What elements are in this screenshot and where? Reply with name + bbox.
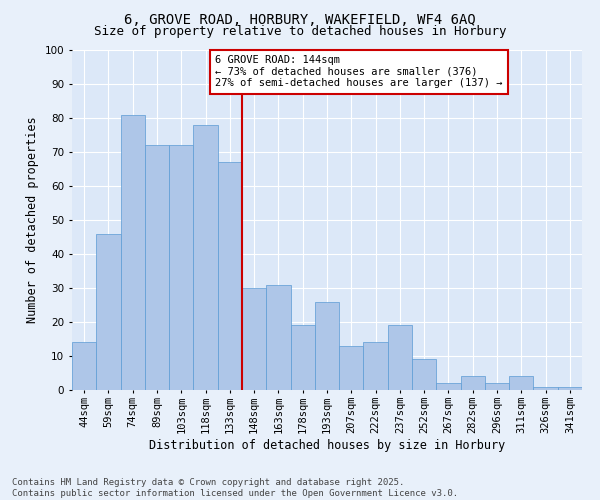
Bar — [121, 114, 145, 390]
Bar — [412, 360, 436, 390]
Y-axis label: Number of detached properties: Number of detached properties — [26, 116, 39, 324]
Bar — [388, 326, 412, 390]
Bar — [169, 145, 193, 390]
Bar — [290, 326, 315, 390]
Text: Size of property relative to detached houses in Horbury: Size of property relative to detached ho… — [94, 25, 506, 38]
Bar — [218, 162, 242, 390]
Bar — [145, 145, 169, 390]
Bar — [266, 284, 290, 390]
Bar — [364, 342, 388, 390]
Bar — [242, 288, 266, 390]
Text: Contains HM Land Registry data © Crown copyright and database right 2025.
Contai: Contains HM Land Registry data © Crown c… — [12, 478, 458, 498]
Bar — [193, 125, 218, 390]
Bar — [461, 376, 485, 390]
Bar — [436, 383, 461, 390]
Bar — [533, 386, 558, 390]
Bar — [72, 342, 96, 390]
Bar — [485, 383, 509, 390]
Bar — [96, 234, 121, 390]
Text: 6, GROVE ROAD, HORBURY, WAKEFIELD, WF4 6AQ: 6, GROVE ROAD, HORBURY, WAKEFIELD, WF4 6… — [124, 12, 476, 26]
Bar — [315, 302, 339, 390]
Bar — [509, 376, 533, 390]
Text: 6 GROVE ROAD: 144sqm
← 73% of detached houses are smaller (376)
27% of semi-deta: 6 GROVE ROAD: 144sqm ← 73% of detached h… — [215, 55, 502, 88]
Bar — [558, 386, 582, 390]
Bar — [339, 346, 364, 390]
X-axis label: Distribution of detached houses by size in Horbury: Distribution of detached houses by size … — [149, 438, 505, 452]
